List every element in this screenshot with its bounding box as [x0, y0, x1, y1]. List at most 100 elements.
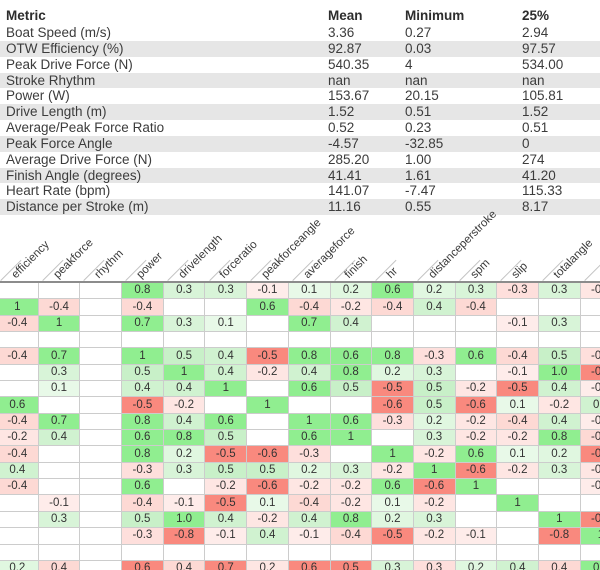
matrix-cell: 0.3 [163, 315, 206, 333]
matrix-cell: -0.4 [372, 299, 414, 316]
header-tick-line [458, 259, 481, 281]
stats-p25-value: 41.20 [522, 167, 556, 183]
matrix-cell [80, 560, 123, 570]
matrix-cell: 0.6 [247, 299, 289, 316]
matrix-cell: -0.6 [372, 397, 414, 414]
matrix-cell [80, 381, 123, 398]
matrix-cell: 0.3 [413, 560, 456, 570]
stats-p25-value: 2.94 [522, 25, 549, 40]
stats-metric-label: Heart Rate (bpm) [6, 183, 111, 199]
matrix-cell: -0.3 [122, 462, 164, 480]
matrix-cell: 0.6 [372, 283, 414, 300]
matrix-cell: 0.8 [122, 283, 164, 300]
matrix-cell: -0.2 [455, 413, 498, 431]
matrix-cell: -0.4 [497, 348, 539, 365]
matrix-cell: 0.2 [372, 364, 414, 382]
matrix-cell [247, 544, 289, 561]
stats-mean-value: 3.36 [328, 25, 355, 40]
matrix-cell [288, 397, 331, 414]
matrix-column-label: rhythm [92, 247, 127, 281]
matrix-cell: 0.6 [205, 413, 248, 431]
matrix-cell [80, 315, 123, 333]
matrix-cell: -0.2 [580, 283, 600, 300]
matrix-cell [38, 446, 81, 463]
matrix-cell: -0.4 [122, 495, 164, 512]
matrix-cell [205, 544, 248, 561]
matrix-cell: 0.3 [372, 560, 414, 570]
matrix-cell [122, 544, 164, 561]
stats-metric-label: Boat Speed (m/s) [6, 25, 112, 40]
stats-metric-label: Finish Angle (degrees) [6, 167, 142, 183]
matrix-cell: 0.3 [38, 511, 81, 529]
header-tick-line [167, 259, 189, 281]
matrix-cell: 0.4 [205, 511, 248, 529]
matrix-cell: 0.8 [330, 511, 373, 529]
matrix-cell [330, 332, 373, 349]
stats-mean-value: 540.35 [328, 56, 370, 72]
stats-p25-value: 274 [522, 151, 545, 167]
matrix-cell: 0.4 [0, 462, 39, 480]
stats-row: Average Drive Force (N) 285.20 1.00 274 [0, 152, 600, 168]
matrix-cell: 0.1 [497, 397, 539, 414]
stats-mean-value: 11.16 [328, 199, 361, 215]
matrix-cell: -0.2 [163, 397, 206, 414]
stats-p25-value: 115.33 [522, 183, 563, 199]
matrix-cell: 0.6 [330, 413, 373, 431]
matrix-cell [497, 511, 539, 529]
matrix-cell: -0.6 [247, 446, 289, 463]
matrix-cell: 0.3 [413, 511, 456, 529]
matrix-cell [205, 299, 248, 316]
matrix-cell [38, 528, 81, 545]
matrix-cell: 0.5 [163, 348, 206, 365]
matrix-cell: 0.8 [163, 430, 206, 447]
matrix-cell: 1 [455, 479, 498, 496]
matrix-cell [247, 332, 289, 349]
matrix-cell [163, 332, 206, 349]
matrix-cell [330, 544, 373, 561]
matrix-cell [163, 544, 206, 561]
matrix-cell [247, 381, 289, 398]
matrix-cell: 0.7 [38, 413, 81, 431]
matrix-cell: -0.5 [205, 446, 248, 463]
matrix-cell: -0.5 [205, 495, 248, 512]
matrix-cell [80, 413, 123, 431]
matrix-cell [330, 446, 373, 463]
matrix-cell: 0.3 [413, 430, 456, 447]
matrix-cell: 0.8 [330, 364, 373, 382]
matrix-cell: 0.5 [538, 348, 581, 365]
matrix-cell [80, 446, 123, 463]
matrix-cell: -0.8 [580, 511, 600, 529]
stats-row: Finish Angle (degrees) 41.41 1.61 41.20 [0, 167, 600, 184]
matrix-cell [538, 332, 581, 349]
matrix-cell: -0.1 [247, 283, 289, 300]
summary-stats-table: Metric Mean Minimum 25% Boat Speed (m/s)… [0, 0, 600, 216]
matrix-cell: 0.1 [38, 381, 81, 398]
matrix-cell: 0.5 [413, 397, 456, 414]
matrix-cell: 0.2 [455, 560, 498, 570]
matrix-cell [497, 332, 539, 349]
matrix-column-label: finish [342, 253, 371, 281]
matrix-cell: -0.1 [580, 479, 600, 496]
matrix-cell: 0.8 [122, 413, 164, 431]
matrix-cell: 0.2 [163, 446, 206, 463]
matrix-column-label: slip [509, 260, 531, 281]
matrix-cell: -0.1 [497, 315, 539, 333]
matrix-cell: -0.1 [205, 528, 248, 545]
stats-metric-label: Drive Length (m) [6, 104, 107, 120]
matrix-column-label: averageforce [301, 225, 358, 281]
matrix-cell [38, 479, 81, 496]
matrix-cell: 0.6 [288, 430, 331, 447]
matrix-cell: 0.1 [247, 495, 289, 512]
matrix-column-label: peakforceangle [259, 216, 324, 281]
matrix-cell: 0.2 [330, 283, 373, 300]
matrix-cell: 0.3 [205, 283, 248, 300]
matrix-cell: -0.2 [497, 430, 539, 447]
stats-metric-label: Peak Drive Force (N) [6, 56, 133, 72]
matrix-cell: 0.8 [372, 348, 414, 365]
stats-metric-label: Distance per Stroke (m) [6, 199, 149, 215]
matrix-cell [580, 299, 600, 316]
matrix-cell: -0.2 [413, 446, 456, 463]
matrix-cell: -0.2 [538, 397, 581, 414]
matrix-cell: -0.4 [0, 479, 39, 496]
matrix-cell: 0.4 [538, 413, 581, 431]
